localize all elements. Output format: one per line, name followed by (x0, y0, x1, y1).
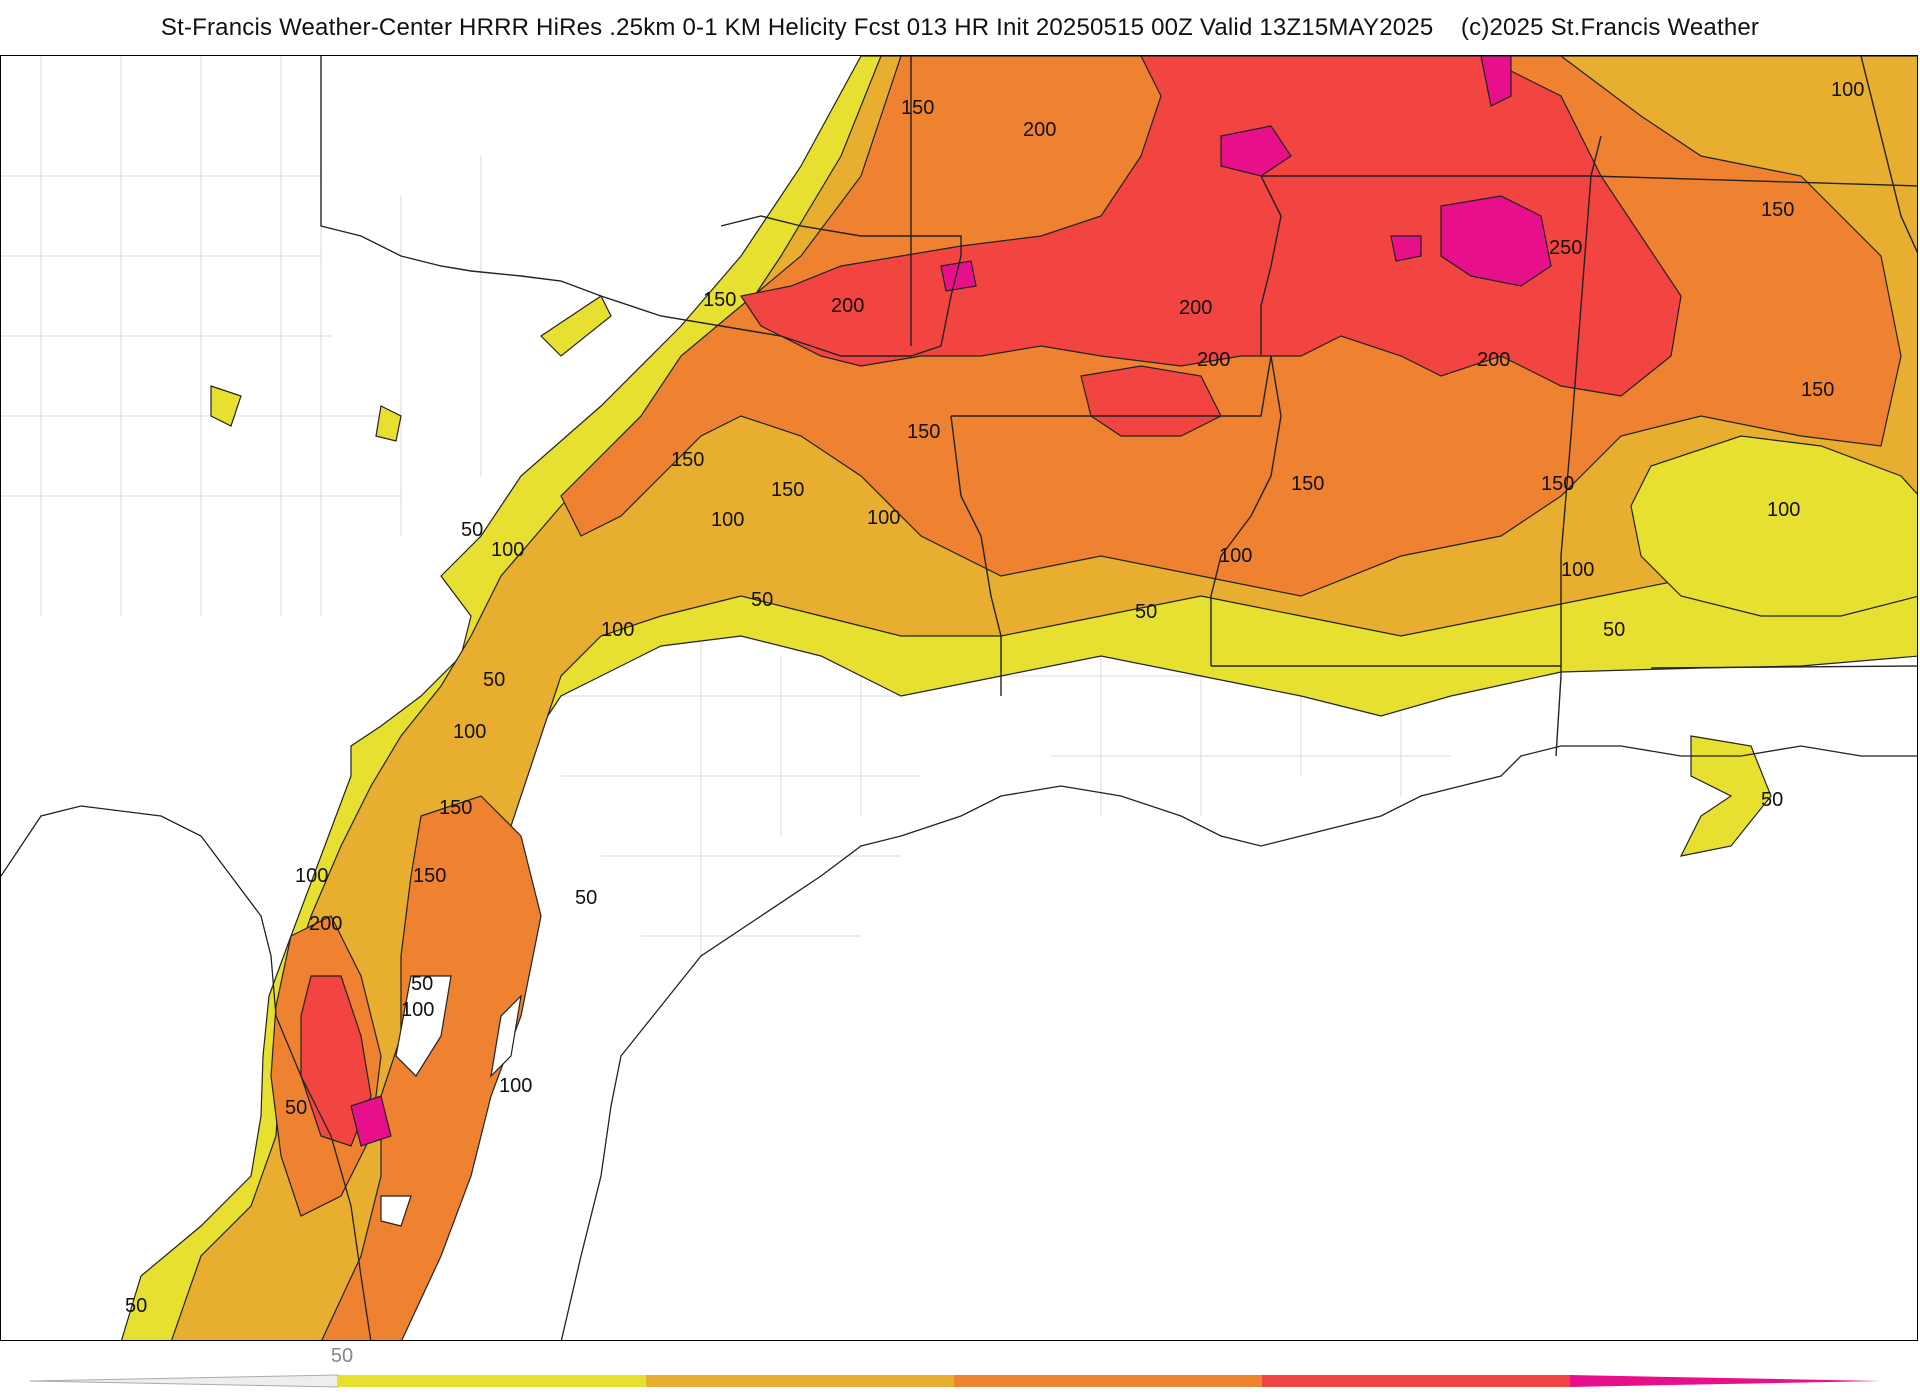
contour-label: 50 (461, 519, 483, 541)
contour-label: 150 (671, 449, 704, 471)
colorbar-under-arrow (30, 1374, 339, 1388)
contour-label: 50 (483, 669, 505, 691)
contour-label: 100 (1767, 499, 1800, 521)
contour-label: 100 (1831, 79, 1864, 101)
helicity-map: 150 200 100 150 200 200 250 200 200 150 … (1, 56, 1917, 1340)
contour-label: 150 (1541, 473, 1574, 495)
contour-label: 150 (413, 865, 446, 887)
contour-label: 150 (1801, 379, 1834, 401)
contour-label: 100 (1561, 559, 1594, 581)
colorbar-over-arrow (1570, 1375, 1880, 1387)
contour-label: 150 (771, 479, 804, 501)
contour-label: 150 (901, 97, 934, 119)
contour-label: 100 (453, 721, 486, 743)
contour-label: 150 (1761, 199, 1794, 221)
state-borders (320, 56, 1917, 757)
contour-label: 100 (401, 999, 434, 1021)
colorbar-tick-label: 50 (330, 1345, 354, 1367)
contour-label: 100 (1219, 545, 1252, 567)
contour-label: 200 (1477, 349, 1510, 371)
contour-label: 200 (1023, 119, 1056, 141)
contour-label: 50 (125, 1295, 147, 1317)
copyright-text: (c)2025 St.Francis Weather (1460, 14, 1760, 41)
colorbar-segment-4 (1262, 1375, 1570, 1387)
colorbar: 50 (30, 1345, 1890, 1395)
contour-label: 100 (491, 539, 524, 561)
contour-label: 50 (285, 1097, 307, 1119)
colorbar-segment-3 (954, 1375, 1262, 1387)
contour-label: 150 (703, 289, 736, 311)
map-panel: 150 200 100 150 200 200 250 200 200 150 … (0, 55, 1918, 1341)
contour-label: 150 (1291, 473, 1324, 495)
contour-label: 50 (751, 589, 773, 611)
contour-label: 100 (295, 865, 328, 887)
contour-label: 150 (907, 421, 940, 443)
title-text: St-Francis Weather-Center HRRR HiRes .25… (160, 14, 1434, 41)
helicity-250-region (350, 56, 1552, 1147)
coastline (1, 745, 1917, 1340)
contour-labels: 150 200 100 150 200 200 250 200 200 150 … (125, 79, 1864, 1317)
colorbar-segment-2 (646, 1375, 954, 1387)
contour-label: 50 (575, 887, 597, 909)
contour-label: 200 (1179, 297, 1212, 319)
helicity-200-region (740, 56, 1682, 397)
map-title: St-Francis Weather-Center HRRR HiRes .25… (0, 14, 1920, 42)
contour-label: 200 (1197, 349, 1230, 371)
contour-label: 250 (1549, 237, 1582, 259)
contour-label: 100 (499, 1075, 532, 1097)
contour-label: 100 (601, 619, 634, 641)
contour-label: 50 (411, 973, 433, 995)
contour-label: 100 (867, 507, 900, 529)
contour-label: 200 (309, 913, 342, 935)
contour-label: 50 (1603, 619, 1625, 641)
colorbar-graphic (30, 1374, 1880, 1388)
contour-label: 200 (831, 295, 864, 317)
contour-label: 100 (711, 509, 744, 531)
contour-label: 50 (1135, 601, 1157, 623)
contour-label: 150 (439, 797, 472, 819)
colorbar-segment-1 (338, 1375, 646, 1387)
contour-label: 50 (1761, 789, 1783, 811)
